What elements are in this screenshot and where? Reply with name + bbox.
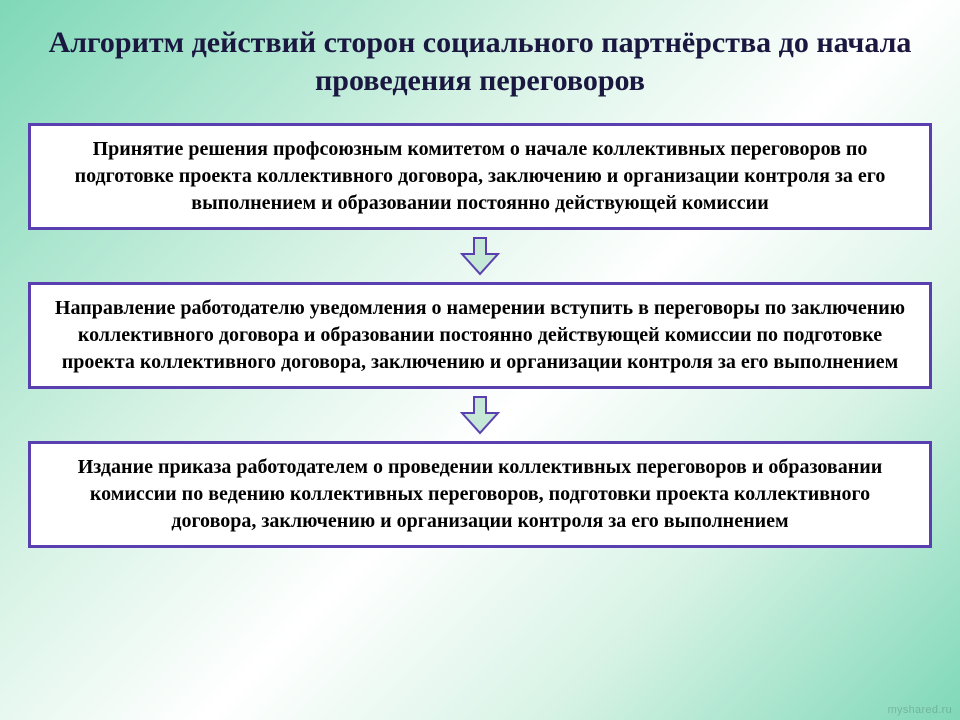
arrow-1: [458, 236, 502, 276]
step-box-1: Принятие решения профсоюзным комитетом о…: [28, 123, 932, 230]
watermark: myshared.ru: [888, 704, 952, 716]
arrow-2: [458, 395, 502, 435]
step-box-3: Издание приказа работодателем о проведен…: [28, 441, 932, 548]
arrow-down-icon: [458, 395, 502, 435]
arrow-down-icon: [458, 236, 502, 276]
step-box-2: Направление работодателю уведомления о н…: [28, 282, 932, 389]
page-title: Алгоритм действий сторон социального пар…: [28, 24, 932, 101]
